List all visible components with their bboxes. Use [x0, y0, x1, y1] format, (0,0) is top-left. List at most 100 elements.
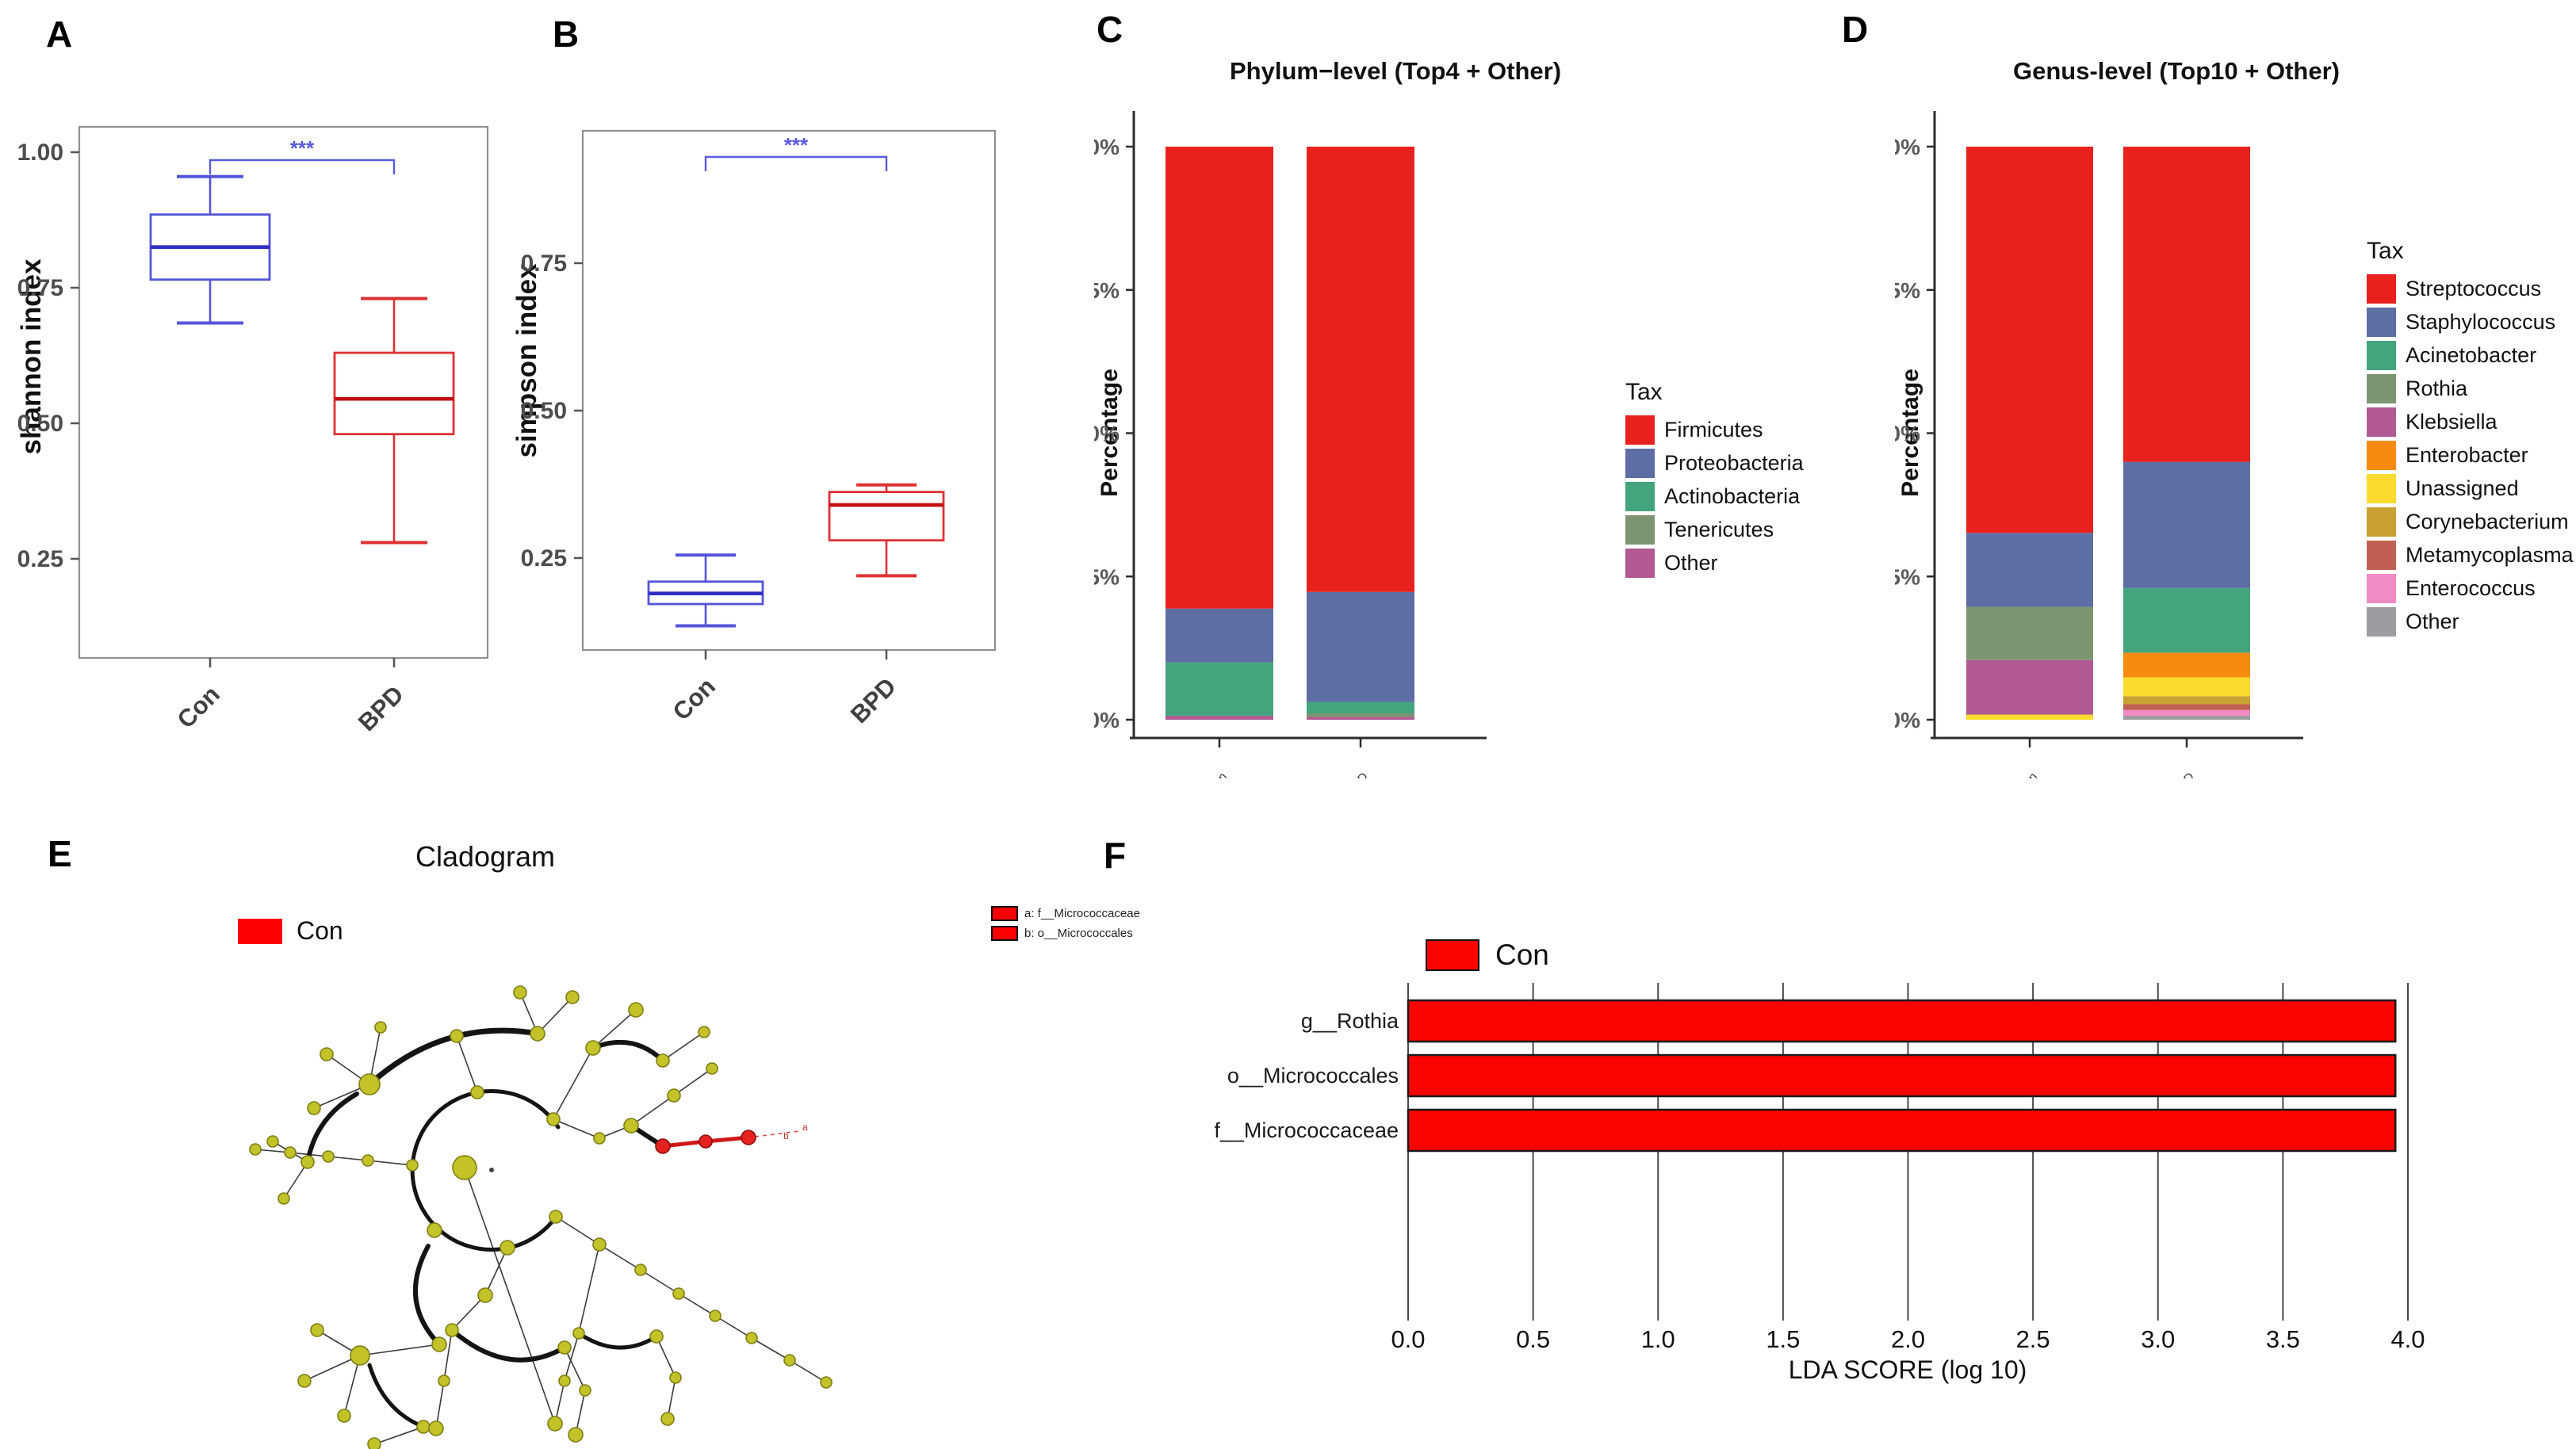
legend-item: Enterococcus	[2367, 574, 2574, 603]
bar-segment-unassigned	[1966, 714, 2093, 720]
x-category-label: Con	[2015, 770, 2040, 793]
clade-edge	[327, 1156, 369, 1161]
bar-segment-enterococcus	[2123, 709, 2250, 716]
clade-node	[284, 1146, 297, 1159]
clade-arc	[367, 1363, 426, 1429]
box-con	[149, 174, 271, 325]
y-tick-label: 0.25	[17, 546, 63, 572]
clade-node	[249, 1143, 262, 1156]
box-rect	[828, 491, 945, 542]
clade-edge	[667, 1377, 676, 1420]
shannon-boxplot: 1.00 0.75 0.50 0.25 Con BPD ***	[17, 125, 489, 736]
clade-node	[549, 1210, 563, 1224]
clade-node	[547, 1416, 563, 1432]
clade-node	[783, 1354, 796, 1367]
legend-label: Tenericutes	[1664, 518, 1774, 541]
clade-node	[634, 1264, 647, 1276]
clade-edge	[678, 1293, 716, 1317]
highlight-tiny-label: b	[783, 1130, 789, 1141]
legend-label: Acinetobacter	[2406, 343, 2537, 367]
clade-node	[428, 1420, 444, 1436]
x-tick-label: 4.0	[2390, 1325, 2425, 1353]
clade-node	[297, 1374, 312, 1388]
legend-swatch-enterobacter	[2367, 441, 2396, 470]
bar-segment-corynebacterium	[2123, 696, 2250, 705]
box-con	[647, 553, 764, 628]
y-tick-label: 0.50	[521, 398, 567, 424]
legend-item: Proteobacteria	[1625, 449, 1804, 478]
clade-node	[656, 1053, 670, 1068]
bar-segment-firmicutes	[1307, 147, 1414, 592]
lda-legend-label: Con	[1495, 939, 1549, 971]
clade-node	[660, 1412, 675, 1426]
clade-node	[427, 1222, 442, 1238]
con-swatch-red	[238, 918, 282, 944]
lda-score-plot: 0.0 0.5 1.0 1.5 2.0 2.5 3.0 3.5 4.0 g__Rothia o__M…	[1214, 983, 2425, 1353]
clade-edge	[553, 1118, 600, 1139]
significance-bracket	[209, 159, 396, 174]
y-tick-label: 25%	[1094, 564, 1120, 589]
clade-edge	[373, 1426, 424, 1445]
clade-edge	[443, 1329, 453, 1382]
clade-node	[266, 1135, 279, 1148]
clade-edge	[456, 1035, 478, 1093]
y-tick-label: 50%	[1895, 422, 1920, 446]
bar-segment-actinobacteria	[1307, 702, 1414, 714]
legend-swatch-unassigned	[2367, 474, 2396, 503]
lda-axis-title: LDA SCORE (log 10)	[1788, 1355, 2027, 1384]
box-bpd	[333, 296, 455, 545]
panel-label-e: E	[48, 833, 72, 874]
clade-edge	[578, 1244, 600, 1334]
clade-node	[546, 1112, 561, 1126]
bar-segment-streptococcus	[2123, 147, 2250, 462]
clade-arc	[576, 1331, 659, 1350]
y-tick-label: 25%	[1895, 564, 1920, 589]
clade-edge	[283, 1161, 308, 1199]
bar-segment-staphylococcus	[2123, 461, 2250, 588]
legend-label: Firmicutes	[1664, 418, 1763, 442]
clade-node	[672, 1287, 685, 1300]
lda-con-swatch	[1426, 939, 1479, 971]
clade-node	[337, 1409, 351, 1423]
clade-edge	[343, 1355, 361, 1417]
clade-edge	[537, 996, 573, 1034]
clade-node	[445, 1323, 459, 1337]
legend-label: Klebsiella	[2406, 410, 2498, 434]
y-tick-label: 1.00	[17, 140, 63, 166]
bar-segment-enterobacter	[2123, 652, 2250, 678]
significance-bracket	[704, 155, 888, 171]
clade-edge	[673, 1068, 713, 1096]
clade-node	[278, 1192, 290, 1205]
clade-node	[513, 985, 527, 1000]
bar-segment-metamycoplasma	[2123, 704, 2250, 710]
clade-node	[406, 1159, 419, 1172]
clade-node	[530, 1026, 545, 1042]
x-category-clip: Con	[2015, 770, 2040, 793]
stacked-bar	[1166, 147, 1273, 720]
lda-bar	[1407, 999, 2397, 1043]
annotation-b-swatch	[991, 926, 1018, 941]
clade-edge	[656, 1336, 676, 1378]
clade-node	[565, 990, 580, 1004]
clade-node	[320, 1047, 334, 1061]
plot-border	[581, 129, 997, 652]
clade-node	[416, 1420, 431, 1434]
legend-swatch-corynebacterium	[2367, 507, 2396, 537]
legend-label: Other	[2406, 610, 2459, 633]
highlight-tiny-label: a	[802, 1122, 808, 1133]
clade-node	[568, 1427, 584, 1443]
legend-title: Tax	[2367, 238, 2404, 264]
clade-node	[669, 1371, 682, 1384]
clade-edge	[592, 1009, 637, 1049]
legend-item: Other	[1625, 549, 1804, 578]
legend-label: Rothia	[2406, 377, 2468, 400]
annotation-b-label: b: o__Micrococcales	[1024, 927, 1133, 940]
y-tick-label: 0%	[1895, 708, 1920, 732]
panel-label-d: D	[1842, 9, 1869, 50]
legend-item: Unassigned	[2367, 474, 2574, 503]
clade-node	[362, 1154, 374, 1167]
cladogram-plot: ba	[249, 985, 833, 1449]
legend-swatch-rothia	[2367, 374, 2396, 403]
bar-segment-other	[2123, 715, 2250, 720]
